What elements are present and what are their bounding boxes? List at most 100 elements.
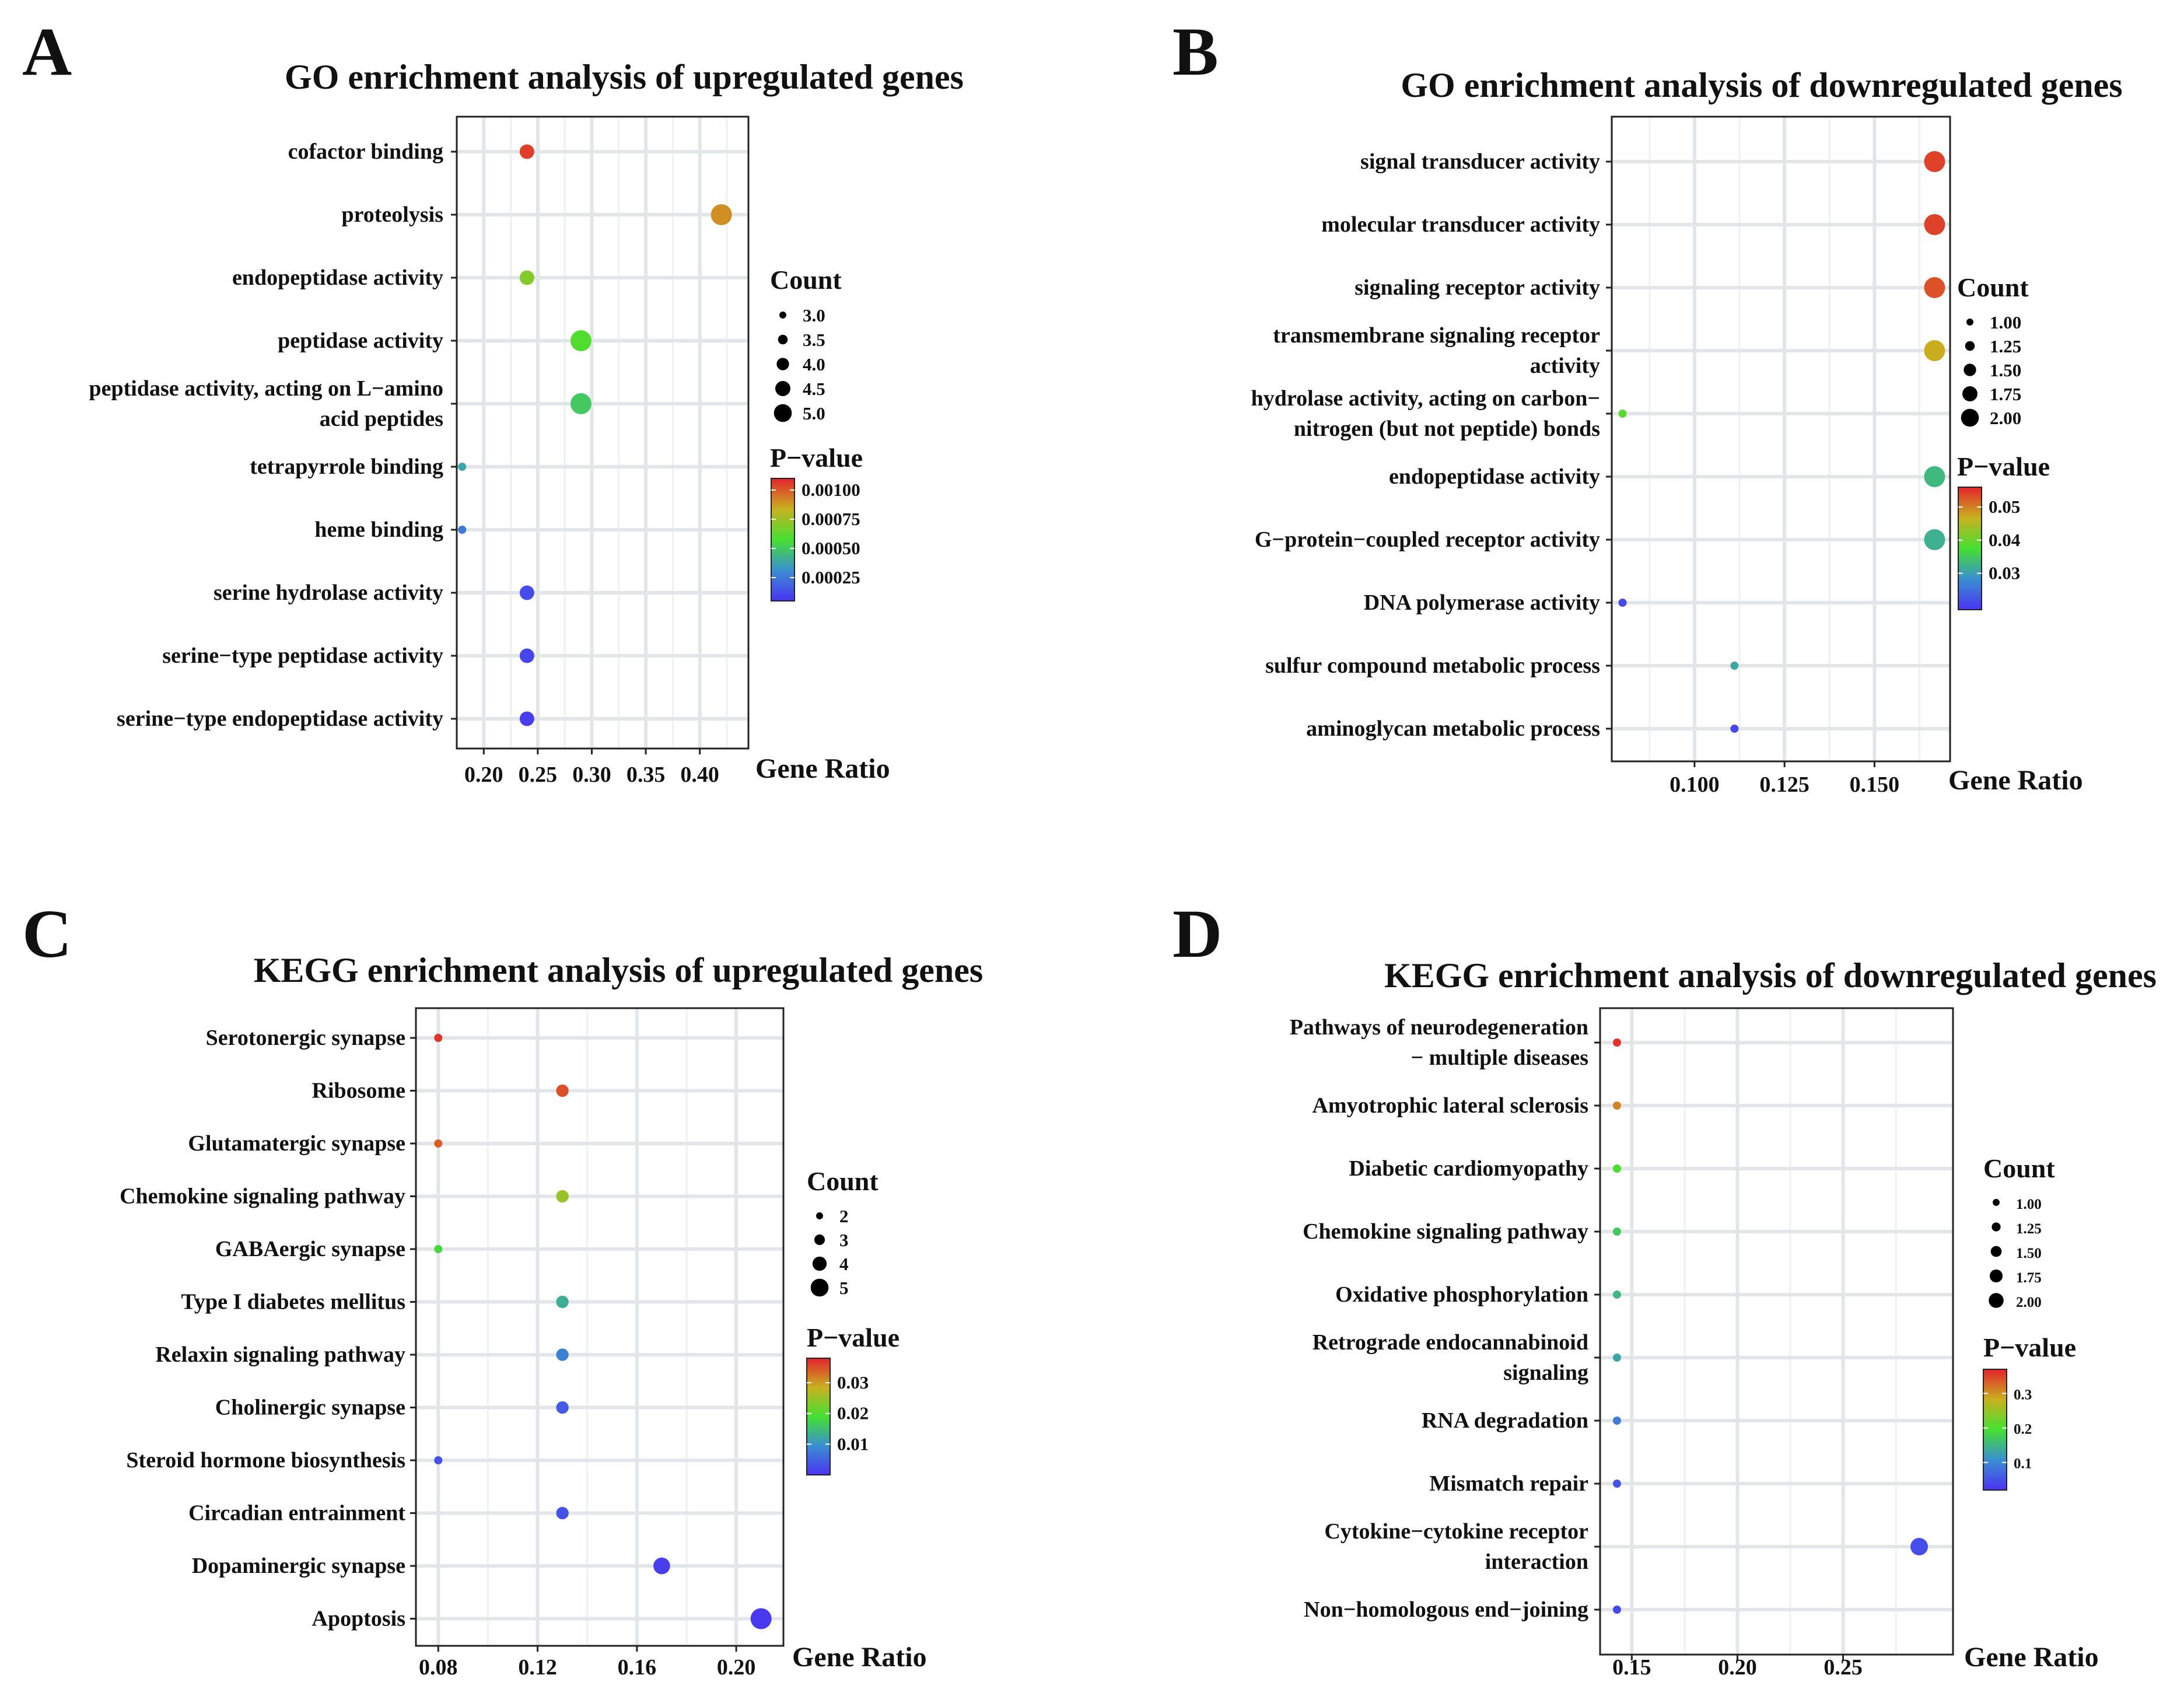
color-legend-bar	[771, 478, 795, 602]
data-point	[1910, 1538, 1929, 1555]
size-legend-label: 1.00	[1990, 312, 2021, 333]
size-legend-dot	[774, 404, 792, 422]
y-tick-label: − multiple diseases	[1410, 1045, 1588, 1070]
size-legend-label: 3	[839, 1230, 849, 1250]
size-legend-dot	[1961, 408, 1979, 427]
x-axis-label: Gene Ratio	[1948, 765, 2083, 796]
color-legend-label: 0.3	[2014, 1387, 2032, 1403]
y-tick-label: signaling	[1503, 1361, 1588, 1385]
y-tick-label: serine−type peptidase activity	[162, 644, 443, 668]
size-legend-label: 1.75	[1990, 384, 2021, 404]
data-point	[1612, 1480, 1621, 1488]
panel-b-plot: signal transducer activity molecular tran…	[1251, 116, 2083, 797]
data-point	[1612, 1228, 1621, 1236]
data-point	[1612, 1606, 1621, 1614]
y-tick-label: signaling receptor activity	[1354, 275, 1600, 300]
plot-border	[1611, 116, 1951, 763]
data-point	[1612, 1417, 1621, 1425]
x-tick-label: 0.35	[626, 763, 666, 787]
x-axis-label: Gene Ratio	[792, 1642, 927, 1673]
data-point	[1924, 214, 1945, 235]
color-legend-bar	[1958, 487, 1982, 610]
size-legend-label: 1.50	[1990, 360, 2021, 380]
y-tick-label: peptidase activity, acting on L−amino	[89, 376, 443, 401]
size-legend-dot	[778, 334, 788, 345]
data-point	[653, 1557, 670, 1575]
color-legend-label: 0.1	[2014, 1456, 2032, 1472]
y-tick-label: Dopaminergic synapse	[192, 1554, 405, 1578]
y-tick-label: serine−type endopeptidase activity	[117, 707, 443, 731]
x-tick-label: 0.12	[518, 1655, 557, 1680]
size-legend-dot	[1966, 319, 1973, 326]
size-legend-title: Count	[770, 265, 842, 295]
y-tick-label: Pathways of neurodegeneration	[1290, 1015, 1588, 1040]
x-tick-label: 0.30	[572, 763, 611, 787]
y-tick-label: molecular transducer activity	[1321, 212, 1600, 237]
data-point	[519, 270, 534, 285]
data-point	[1618, 410, 1627, 418]
data-point	[1924, 277, 1945, 298]
y-tick-label: Cholinergic synapse	[215, 1396, 405, 1420]
data-point	[556, 1348, 569, 1361]
x-axis-label: Gene Ratio	[1964, 1642, 2099, 1673]
y-tick-label: nitrogen (but not peptide) bonds	[1294, 417, 1600, 441]
size-legend-label: 1.75	[2016, 1270, 2042, 1286]
y-tick-label: Retrograde endocannabinoid	[1312, 1330, 1588, 1355]
plot-border	[456, 116, 750, 750]
x-tick-label: 0.15	[1612, 1655, 1651, 1680]
color-legend-title: P−value	[807, 1323, 900, 1352]
color-legend-label: 0.04	[1989, 530, 2020, 550]
y-tick-label: Relaxin signaling pathway	[155, 1342, 405, 1367]
data-point	[556, 1190, 569, 1203]
size-legend-dot	[814, 1234, 825, 1246]
size-legend-dot	[1989, 1269, 2003, 1283]
plot-panel	[457, 117, 748, 749]
data-point	[458, 463, 467, 471]
y-tick-label: serine hydrolase activity	[214, 581, 443, 605]
color-legend-label: 0.03	[837, 1372, 869, 1393]
panel-c-title: KEGG enrichment analysis of upregulated …	[254, 951, 984, 989]
size-legend-dot	[1962, 386, 1978, 401]
panel-a-title: GO enrichment analysis of upregulated ge…	[285, 58, 964, 96]
data-point	[1924, 151, 1945, 172]
size-legend-label: 4.0	[803, 354, 825, 375]
y-tick-label: endopeptidase activity	[1389, 464, 1600, 489]
size-legend-label: 2.00	[2016, 1295, 2042, 1310]
data-point	[519, 585, 534, 600]
data-point	[519, 711, 534, 726]
data-point	[1612, 1354, 1621, 1362]
y-tick-label: Chemokine signaling pathway	[1303, 1219, 1588, 1244]
size-legend-dot	[775, 381, 790, 396]
size-legend-label: 3.5	[803, 330, 825, 350]
data-point	[458, 526, 467, 534]
data-point	[434, 1139, 443, 1148]
y-tick-label: Type I diabetes mellitus	[181, 1290, 405, 1314]
x-tick-label: 0.100	[1670, 772, 1720, 797]
color-legend-label: 0.00075	[802, 509, 860, 529]
y-tick-label: Chemokine signaling pathway	[120, 1184, 405, 1209]
y-tick-label: Amyotrophic lateral sclerosis	[1312, 1093, 1588, 1118]
data-point	[556, 1295, 569, 1309]
size-legend-title: Count	[1957, 272, 2029, 302]
panel-d: D KEGG enrichment analysis of downregula…	[1172, 896, 2157, 1680]
data-point	[1612, 1101, 1621, 1110]
y-tick-label: RNA degradation	[1422, 1408, 1588, 1433]
panel-c: C KEGG enrichment analysis of upregulate…	[22, 896, 983, 1680]
data-point	[556, 1401, 569, 1414]
data-point	[434, 1456, 443, 1464]
panel-letter-a: A	[22, 13, 72, 90]
y-tick-label: hydrolase activity, acting on carbon−	[1251, 386, 1600, 411]
size-legend-dot	[816, 1212, 823, 1219]
data-point	[1924, 340, 1945, 361]
color-legend-bar	[806, 1358, 831, 1475]
y-tick-label: Oxidative phosphorylation	[1335, 1282, 1588, 1307]
color-legend-label: 0.01	[837, 1433, 869, 1454]
panel-letter-d: D	[1172, 896, 1222, 972]
size-legend-label: 1.25	[1990, 336, 2021, 356]
data-point	[710, 204, 732, 225]
size-legend-label: 2.00	[1990, 408, 2021, 428]
y-tick-label: peptidase activity	[278, 328, 443, 353]
color-legend-title: P−value	[770, 443, 863, 473]
data-point	[570, 330, 592, 351]
